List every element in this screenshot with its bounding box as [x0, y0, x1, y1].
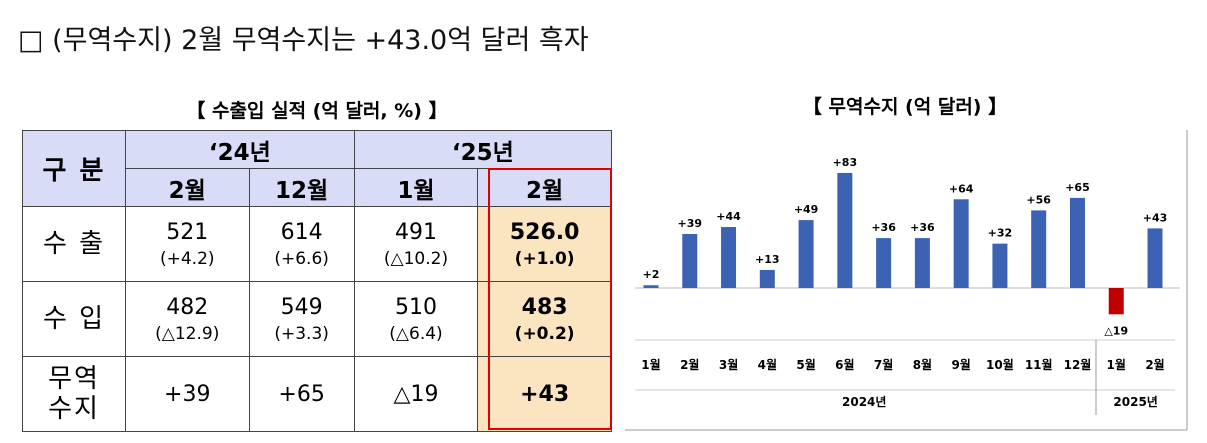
x-tick-label: 2월	[680, 357, 699, 372]
cell-change: (+6.6)	[274, 248, 329, 269]
x-tick-label: 2월	[1145, 357, 1164, 372]
bar	[682, 233, 698, 288]
table-body: 수 출 521 (+4.2) 614 (+6.6) 491 (△10.2) 526.0 (+1.…	[22, 206, 612, 432]
value-label: +39	[678, 217, 703, 230]
value-label: +13	[755, 253, 780, 266]
x-tick-label: 5월	[796, 357, 815, 372]
group-header: ‘25년	[353, 130, 613, 169]
trade-table: 구 분 ‘24년 ‘25년 2월 12월 1월 2월 수 출 521 (+4.2) 6…	[22, 130, 613, 432]
x-group-label: 2025년	[1113, 395, 1157, 409]
bar	[876, 238, 892, 288]
cell: 614 (+6.6)	[248, 206, 355, 282]
x-tick-label: 12월	[1064, 357, 1092, 372]
value-label: +2	[643, 268, 660, 281]
row-label: 수 출	[22, 206, 126, 282]
cell-change: (△12.9)	[155, 323, 220, 344]
table-row: 무역 수지 +39 +65 △19 +43	[22, 356, 612, 432]
value-label: +49	[794, 203, 819, 216]
value-label: +36	[910, 221, 935, 234]
row-label-line: 수 출	[42, 229, 106, 259]
bar	[1069, 197, 1085, 288]
cell-value: 526.0	[509, 219, 580, 245]
bar	[953, 199, 969, 288]
cell-change: (+1.0)	[514, 248, 575, 269]
cell-change: (+3.3)	[274, 323, 329, 344]
value-label: +65	[1065, 181, 1090, 194]
bar	[992, 243, 1008, 288]
x-tick-label: 8월	[913, 357, 932, 372]
cell: 549 (+3.3)	[248, 281, 355, 357]
value-label: +43	[1143, 211, 1168, 224]
x-tick-label: 7월	[874, 357, 893, 372]
chart-title: 【 무역수지 (억 달러) 】	[803, 95, 1007, 118]
corner-cell: 구 분	[22, 130, 126, 207]
cell-value: +43	[520, 381, 570, 407]
month-header: 2월	[125, 168, 250, 207]
cell-value: 482	[166, 294, 209, 320]
bar	[798, 220, 814, 288]
cell-value: +39	[164, 381, 211, 407]
x-tick-label: 11월	[1025, 357, 1053, 372]
row-label: 수 입	[22, 281, 126, 357]
x-tick-label: 6월	[835, 357, 854, 372]
value-label: +44	[716, 210, 741, 223]
cell-value: 521	[166, 219, 209, 245]
value-label: +56	[1026, 193, 1051, 206]
x-tick-label: 9월	[951, 357, 970, 372]
group-header: ‘24년	[125, 130, 355, 169]
cell-value: 614	[280, 219, 323, 245]
cell: 521 (+4.2)	[125, 206, 250, 282]
row-label-line: 수 입	[42, 304, 106, 334]
table-row: 수 입 482 (△12.9) 549 (+3.3) 510 (△6.4) 483 (+0.2)	[22, 281, 612, 357]
bar	[721, 227, 737, 288]
bar	[1147, 228, 1163, 288]
cell-value: +65	[278, 381, 325, 407]
bar	[643, 285, 659, 288]
row-label-line: 수지	[48, 394, 100, 424]
value-label: +64	[949, 182, 974, 195]
cell: △19	[353, 356, 479, 432]
x-tick-label: 1월	[1107, 357, 1126, 372]
cell: +43	[477, 356, 612, 432]
bar	[914, 238, 930, 288]
row-label-line: 무역	[48, 364, 100, 394]
x-tick-label: 1월	[641, 357, 660, 372]
x-group-label: 2024년	[842, 395, 886, 409]
cell: +39	[125, 356, 250, 432]
highlight-box	[488, 168, 612, 430]
bar	[837, 172, 853, 288]
value-label: +36	[871, 221, 896, 234]
cell-value: 549	[280, 294, 323, 320]
cell: 526.0 (+1.0)	[477, 206, 612, 282]
row-label: 무역 수지	[22, 356, 126, 432]
cell-change: (△6.4)	[389, 323, 443, 344]
bar	[1108, 288, 1124, 315]
x-tick-label: 4월	[758, 357, 777, 372]
table-title: 【 수출입 실적 (억 달러, %) 】	[186, 100, 448, 122]
cell-value: 510	[394, 294, 437, 320]
month-header: 2월	[477, 168, 612, 207]
cell-value: 491	[394, 219, 437, 245]
cell-change: (+0.2)	[514, 323, 575, 344]
value-label: +83	[833, 156, 858, 169]
x-tick-label: 3월	[719, 357, 738, 372]
cell-change: (△10.2)	[383, 248, 449, 269]
x-tick-label: 10월	[986, 357, 1014, 372]
bar	[1031, 210, 1047, 288]
value-label: △19	[1104, 324, 1128, 337]
bar	[759, 269, 775, 288]
month-header: 12월	[248, 168, 355, 207]
cell-value: 483	[521, 294, 568, 320]
value-label: +32	[988, 227, 1013, 240]
heading: □ (무역수지) 2월 무역수지는 +43.0억 달러 흑자	[18, 25, 589, 56]
cell: 510 (△6.4)	[353, 281, 479, 357]
cell-value: △19	[393, 381, 439, 407]
cell: +65	[248, 356, 355, 432]
cell-change: (+4.2)	[159, 248, 215, 269]
